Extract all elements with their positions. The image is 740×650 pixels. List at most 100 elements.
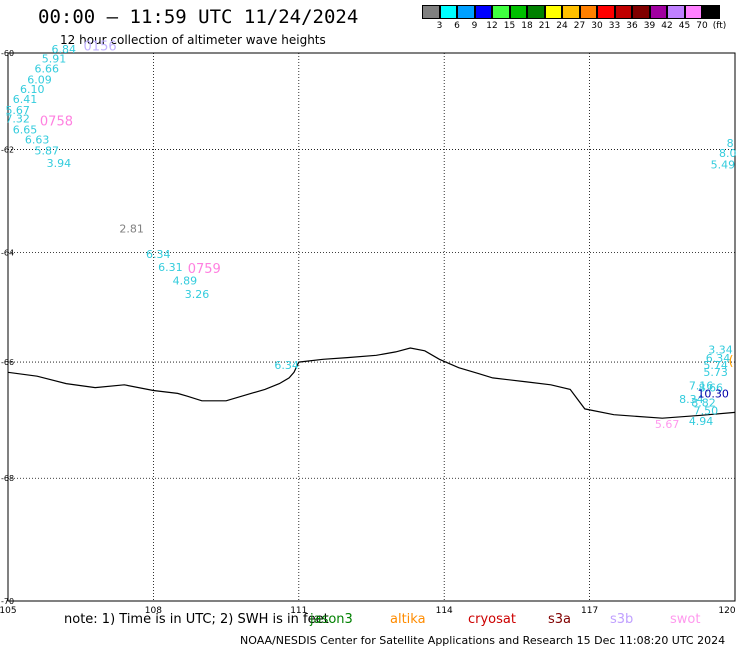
satellite-jason3: jason3 — [310, 612, 353, 627]
footer-note-row: note: 1) Time is in UTC; 2) SWH is in fe… — [0, 612, 740, 630]
legend-swatch — [614, 5, 632, 19]
pass-time-label: 0156 — [84, 40, 117, 55]
wave-height-value: 6.10 — [20, 83, 45, 96]
wave-height-value: 5.67 — [655, 418, 680, 431]
wave-height-value: 5.91 — [42, 52, 67, 65]
wave-height-value: 8 — [727, 137, 734, 150]
wave-height-value: 2.81 — [119, 222, 144, 235]
legend-swatch — [562, 5, 580, 19]
color-legend — [422, 5, 720, 19]
legend-swatch — [579, 5, 597, 19]
wave-height-value: 5.49 — [711, 159, 736, 172]
wave-height-value: 7.16 — [689, 379, 714, 392]
wave-height-value: 7.32 — [5, 112, 30, 125]
satellite-altika: altika — [390, 612, 426, 627]
wave-height-value: 6.34 — [146, 248, 171, 261]
legend-value: 45 — [678, 21, 691, 31]
wave-height-value: 6.34 — [706, 352, 731, 365]
map-frame — [7, 52, 736, 602]
legend-swatch — [474, 5, 492, 19]
legend-labels: 3 6 9 12 15 18 21 24 27 30 33 36 39 42 45 70 (ft) — [422, 21, 727, 31]
pass-time-labels: 0156 0758 0759 ( — [40, 40, 734, 369]
footer-note: note: 1) Time is in UTC; 2) SWH is in fe… — [64, 612, 329, 627]
legend-value: 70 — [696, 21, 708, 31]
lon-tick-label: 117 — [581, 606, 598, 616]
legend-swatch — [544, 5, 562, 19]
satellite-s3b: s3b — [610, 612, 634, 627]
pass-time-label: ( — [728, 354, 733, 369]
page-title: 00:00 – 11:59 UTC 11/24/2024 — [38, 6, 359, 28]
lat-tick-label: -68 — [1, 474, 14, 483]
coastline — [7, 347, 736, 419]
wave-height-value: 5.73 — [703, 366, 728, 379]
legend-swatch — [684, 5, 702, 19]
wave-height-value: 8.0 — [719, 147, 737, 160]
wave-height-value: 8.34 — [679, 393, 704, 406]
legend-swatch — [527, 5, 545, 19]
legend-value: 12 — [486, 21, 498, 31]
legend-value: 33 — [608, 21, 621, 31]
legend-swatch — [702, 5, 720, 19]
wave-height-value: 10.30 — [697, 387, 729, 400]
legend-value: 21 — [538, 21, 551, 31]
wave-height-tracks: 6.845.916.666.096.106.415.677.326.656.63… — [5, 43, 736, 431]
wave-height-value: 6.63 — [25, 133, 50, 146]
lat-tick-label: -70 — [1, 597, 14, 606]
grid-lines — [8, 53, 735, 601]
wave-height-value: 6.84 — [51, 43, 76, 56]
pass-time-label: 0758 — [40, 115, 73, 130]
legend-swatch — [492, 5, 510, 19]
legend-swatch — [597, 5, 615, 19]
legend-swatch — [632, 5, 650, 19]
wave-height-value: 4.89 — [173, 275, 198, 288]
legend-swatch — [649, 5, 667, 19]
wave-height-value: 3.94 — [47, 157, 72, 170]
legend-value: 18 — [521, 21, 533, 31]
wave-height-value: 3.26 — [185, 288, 210, 301]
lon-tick-label: 111 — [290, 606, 307, 616]
wave-height-value: 8.66 — [699, 382, 724, 395]
satellite-swot: swot — [670, 612, 701, 627]
legend-unit: (ft) — [712, 21, 727, 31]
wave-height-value: 6.31 — [158, 261, 183, 274]
page-subtitle: 12 hour collection of altimeter wave hei… — [60, 33, 326, 47]
legend-value: 39 — [643, 21, 656, 31]
wave-height-value: 3.34 — [708, 344, 733, 357]
wave-height-value: 5.74 — [703, 359, 728, 372]
legend-value: 36 — [626, 21, 638, 31]
lon-tick-label: 108 — [145, 606, 162, 616]
legend-value: 9 — [471, 21, 478, 31]
legend-value: 27 — [573, 21, 586, 31]
lat-tick-label: -60 — [1, 49, 14, 58]
legend-value: 30 — [591, 21, 603, 31]
credit-line: NOAA/NESDIS Center for Satellite Applica… — [240, 634, 726, 647]
lat-tick-label: -64 — [1, 248, 14, 257]
wave-height-value: 8.82 — [691, 397, 716, 410]
lon-tick-label: 120 — [718, 606, 735, 616]
legend-value: 42 — [661, 21, 673, 31]
legend-value: 15 — [503, 21, 516, 31]
legend-swatch — [457, 5, 475, 19]
legend-swatch — [439, 5, 457, 19]
lat-tick-label: -62 — [1, 145, 14, 154]
wave-height-value: 6.65 — [13, 124, 38, 137]
pass-time-label: 0759 — [188, 262, 221, 277]
legend-swatch — [422, 5, 440, 19]
lon-tick-label: 105 — [0, 606, 17, 616]
satellite-s3a: s3a — [548, 612, 572, 627]
legend-value: 6 — [454, 21, 460, 31]
wave-height-value: 6.34 — [274, 359, 299, 372]
legend-value: 24 — [556, 21, 568, 31]
legend-swatch — [509, 5, 527, 19]
wave-height-value: 6.09 — [27, 74, 52, 87]
legend-value: 3 — [436, 21, 443, 31]
wave-height-value: 6.66 — [35, 63, 60, 76]
wave-height-value: 5.67 — [5, 104, 30, 117]
wave-height-value: 4.94 — [689, 415, 714, 428]
wave-height-value: 7.50 — [694, 405, 719, 418]
lat-tick-label: -66 — [1, 358, 14, 367]
legend-swatch — [667, 5, 685, 19]
satellite-cryosat: cryosat — [468, 612, 516, 627]
